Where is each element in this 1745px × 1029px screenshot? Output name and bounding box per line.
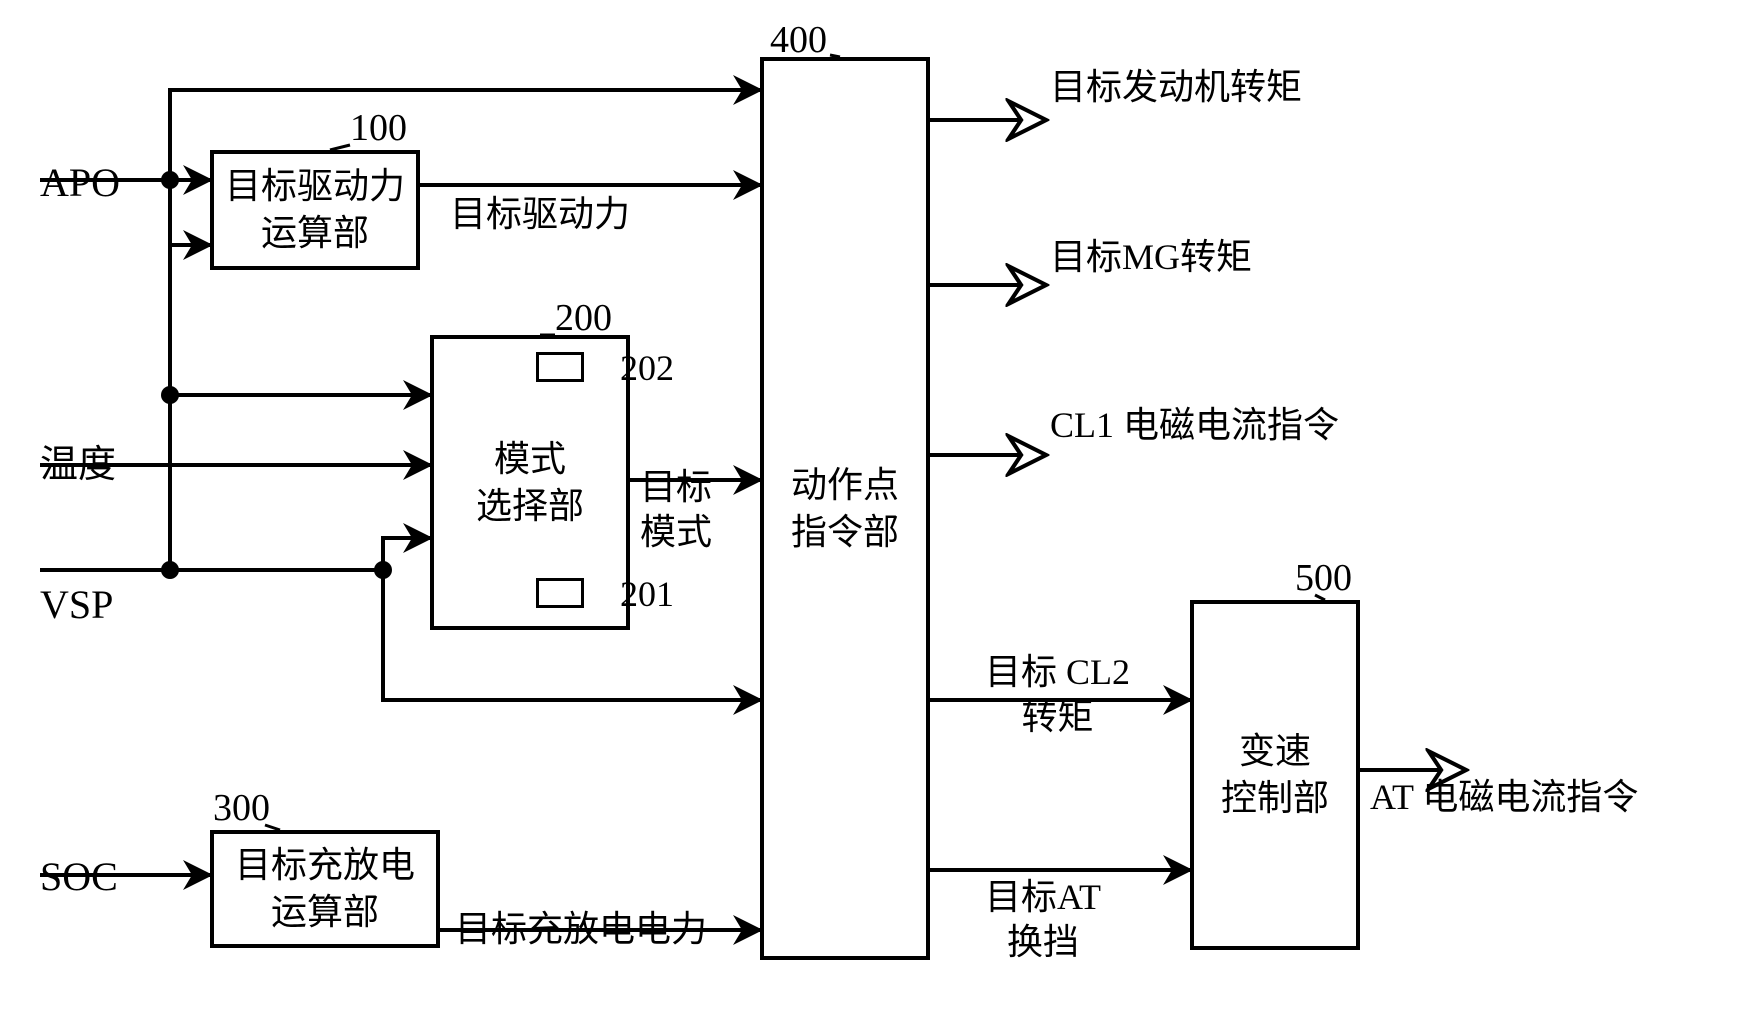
block-500: 变速 控制部 <box>1190 600 1360 950</box>
sig-out5: 目标AT 换挡 <box>985 875 1101 965</box>
num-300: 300 <box>213 785 270 833</box>
sig-out4: 目标 CL2 转矩 <box>985 650 1130 740</box>
input-soc: SOC <box>40 852 118 902</box>
sig-out6: AT 电磁电流指令 <box>1370 775 1638 820</box>
block-100: 目标驱动力 运算部 <box>210 150 420 270</box>
block-100-text: 目标驱动力 运算部 <box>225 163 405 257</box>
sig-mode: 目标 模式 <box>640 465 712 555</box>
sig-out1: 目标发动机转矩 <box>1050 65 1302 110</box>
num-201: 201 <box>620 572 674 617</box>
input-apo: APO <box>40 158 120 208</box>
block-200: 模式 选择部 <box>430 335 630 630</box>
block-400: 动作点 指令部 <box>760 57 930 960</box>
block-300: 目标充放电 运算部 <box>210 830 440 948</box>
input-vsp: VSP <box>40 580 113 630</box>
input-temp: 温度 <box>40 442 116 490</box>
sig-charge: 目标充放电电力 <box>455 907 707 952</box>
sig-out3: CL1 电磁电流指令 <box>1050 403 1339 448</box>
sub-202 <box>536 352 584 382</box>
block-300-text: 目标充放电 运算部 <box>235 842 415 936</box>
block-400-text: 动作点 指令部 <box>791 462 899 556</box>
sig-drive: 目标驱动力 <box>450 192 630 237</box>
block-200-text: 模式 选择部 <box>476 436 584 530</box>
block-500-text: 变速 控制部 <box>1221 728 1329 822</box>
sig-out2: 目标MG转矩 <box>1050 235 1252 280</box>
num-500: 500 <box>1295 555 1352 603</box>
num-100: 100 <box>350 105 407 153</box>
num-202: 202 <box>620 346 674 391</box>
sub-201 <box>536 578 584 608</box>
